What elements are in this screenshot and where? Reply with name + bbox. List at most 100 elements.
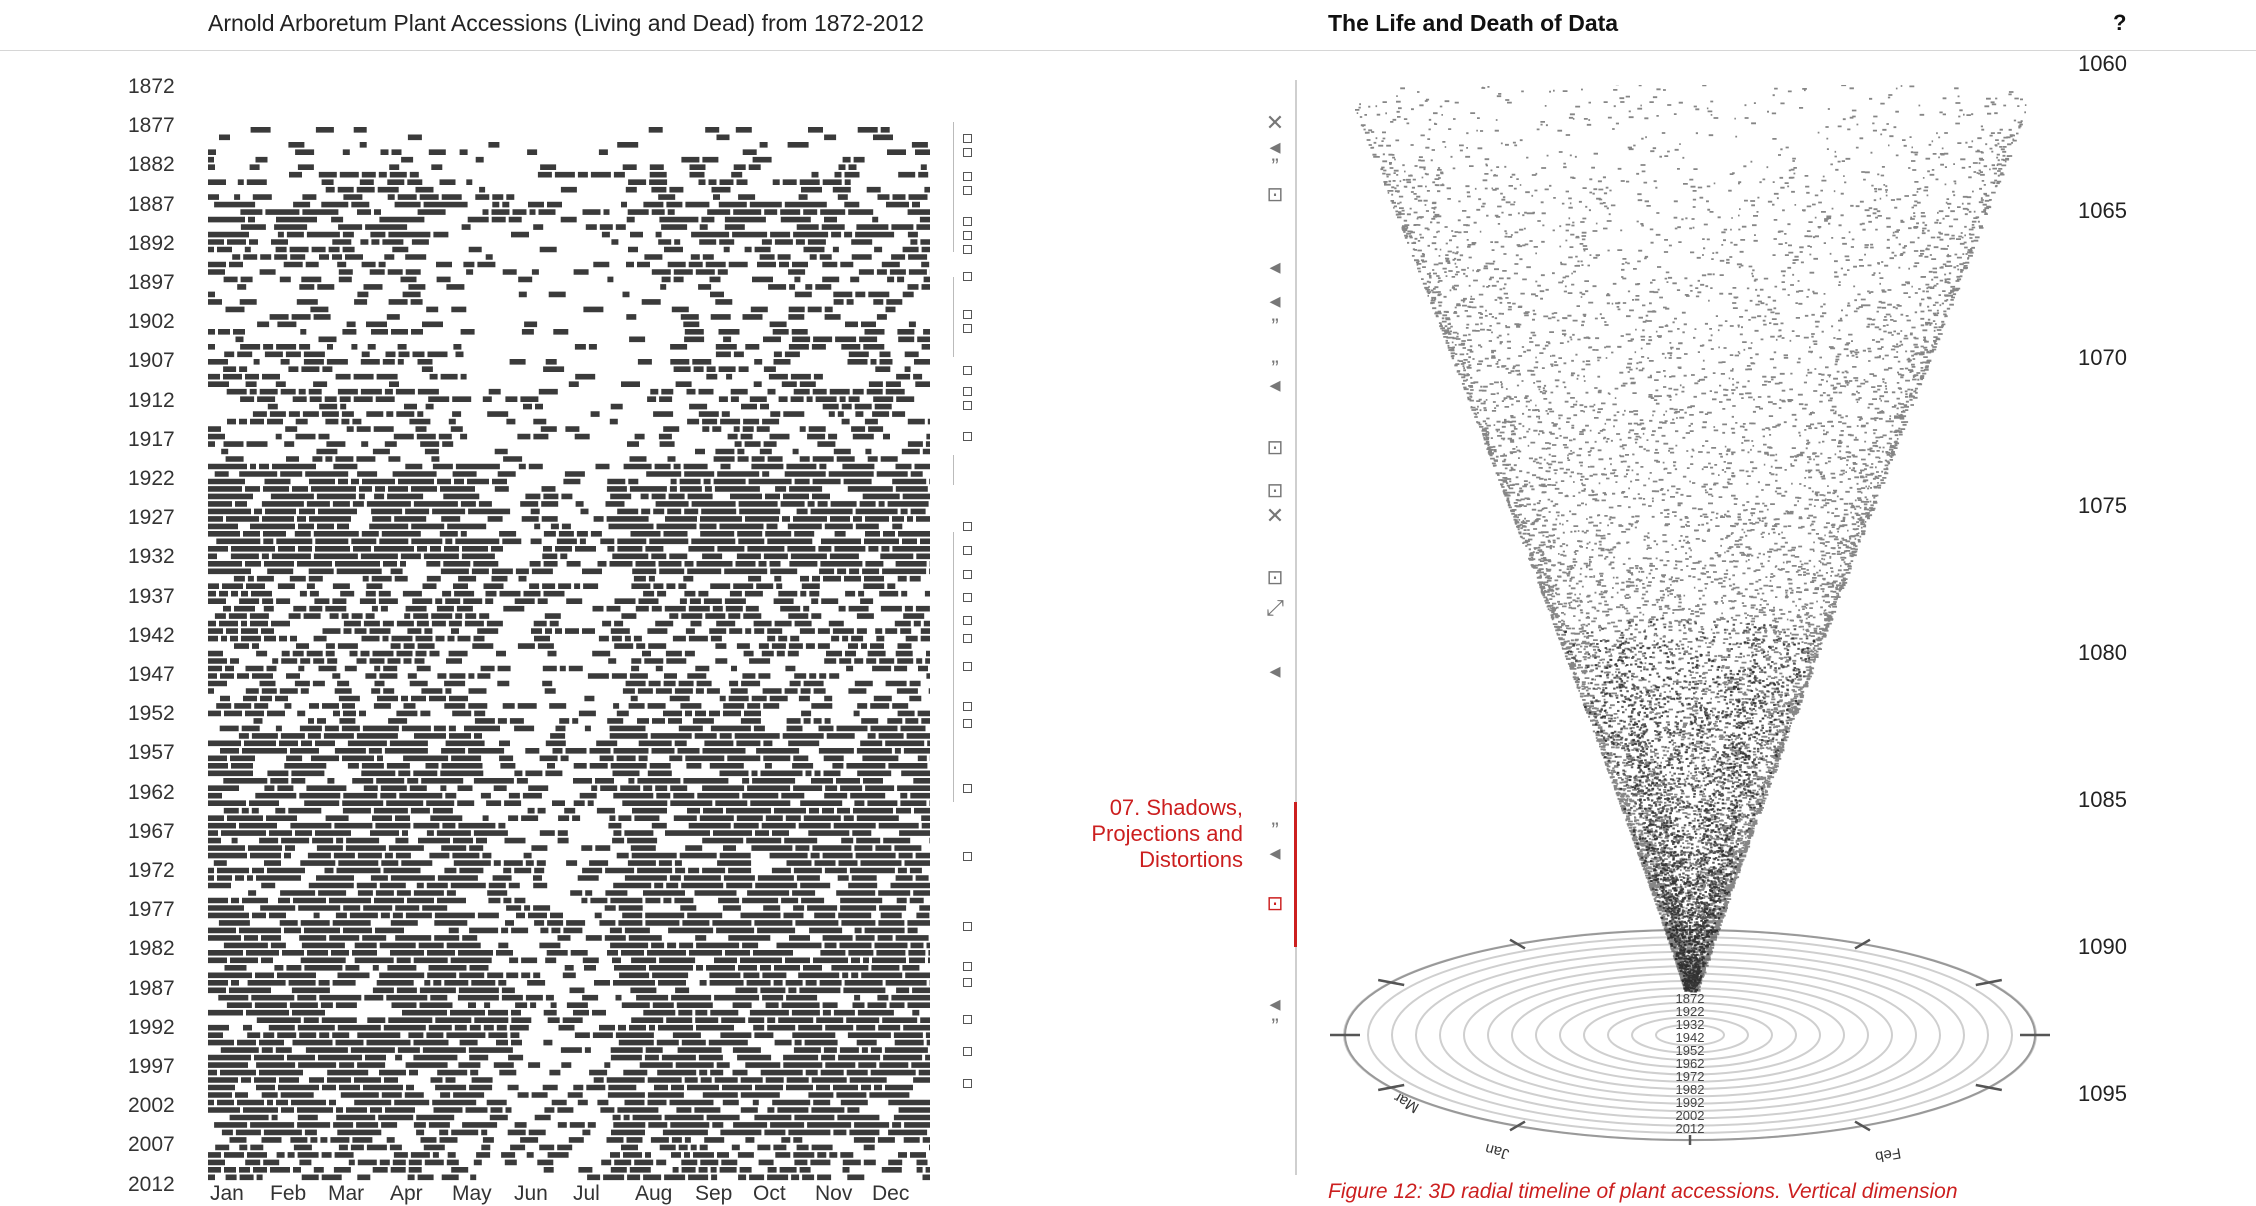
back-icon[interactable]: ◂: [1269, 372, 1281, 397]
annotation-marker[interactable]: [963, 387, 972, 396]
month-label: Jan: [210, 1182, 244, 1205]
back-icon[interactable]: ◂: [1269, 840, 1281, 865]
radial-ring: [1559, 994, 1821, 1076]
quote-icon[interactable]: ”: [1271, 154, 1279, 179]
annotation-marker[interactable]: [963, 593, 972, 602]
annotation-marker[interactable]: [963, 245, 972, 254]
page-number: 1070: [2078, 345, 2127, 371]
annotation-marker[interactable]: [963, 702, 972, 711]
annotation-marker[interactable]: [963, 662, 972, 671]
year-label: 1952: [128, 702, 175, 726]
annotation-marker[interactable]: [963, 134, 972, 143]
accession-points: [1355, 85, 2027, 993]
annotation-marker[interactable]: [963, 231, 972, 240]
back-icon[interactable]: ◂: [1269, 134, 1281, 159]
year-label: 1937: [128, 584, 175, 608]
annotation-marker[interactable]: [963, 217, 972, 226]
figure-year-label: 1942: [1676, 1030, 1705, 1045]
image-icon[interactable]: ⊡: [1266, 184, 1284, 206]
figure-year-labels: 1872192219321942195219621972198219922002…: [1676, 991, 1705, 1136]
narrative-rail: [1295, 80, 1297, 1175]
figure-year-label: 1952: [1676, 1043, 1705, 1058]
year-label: 1887: [128, 192, 175, 216]
quote-icon[interactable]: ”: [1271, 356, 1279, 381]
image-icon[interactable]: ⊡: [1266, 437, 1284, 459]
annotation-marker[interactable]: [963, 522, 972, 531]
annotation-marker[interactable]: [963, 978, 972, 987]
radial-ring: [1655, 1023, 1725, 1047]
accession-marks: [208, 127, 930, 1181]
year-label: 1877: [128, 114, 175, 138]
year-label: 2007: [128, 1133, 175, 1157]
narrative-rail-active: [1294, 802, 1297, 947]
image-icon[interactable]: ⊡: [1266, 567, 1284, 589]
section-label[interactable]: 07. Shadows, Projections and Distortions: [1091, 795, 1243, 872]
year-label: 1982: [128, 937, 175, 961]
year-label: 1972: [128, 859, 175, 882]
quote-icon[interactable]: ”: [1271, 314, 1279, 339]
annotation-marker[interactable]: [963, 401, 972, 410]
annotation-marker[interactable]: [963, 546, 972, 555]
year-label: 1977: [128, 898, 175, 922]
page-number: 1095: [2078, 1081, 2127, 1107]
page-title: The Life and Death of Data: [1328, 10, 1619, 36]
annotation-marker[interactable]: [963, 852, 972, 861]
year-label: 1932: [128, 545, 175, 569]
annotation-marker[interactable]: [963, 784, 972, 793]
year-label: 1897: [128, 271, 175, 294]
year-label: 1902: [128, 310, 175, 334]
month-label: Mar: [328, 1182, 365, 1205]
annotation-marker[interactable]: [963, 366, 972, 375]
year-label: 1962: [128, 780, 175, 804]
figure-month-label: Jan: [1483, 1140, 1511, 1163]
annotation-marker[interactable]: [963, 186, 972, 195]
month-label: Dec: [872, 1182, 910, 1205]
year-label: 1957: [128, 741, 175, 765]
image-icon[interactable]: ⊡: [1266, 480, 1284, 502]
radial-ring: [1607, 1009, 1773, 1061]
page-number: 1075: [2078, 492, 2127, 518]
year-label: 1872: [128, 75, 175, 98]
help-button[interactable]: ?: [2113, 10, 2127, 35]
figure-year-label: 2002: [1676, 1108, 1705, 1123]
close-icon[interactable]: ✕: [1265, 503, 1285, 528]
resize-icon[interactable]: ⤢: [1266, 595, 1284, 620]
annotation-marker[interactable]: [963, 310, 972, 319]
annotation-marker[interactable]: [963, 1079, 972, 1088]
marker-divider: [953, 532, 954, 802]
annotation-marker[interactable]: [963, 570, 972, 579]
annotation-marker[interactable]: [963, 1047, 972, 1056]
month-tick: [1509, 938, 1526, 950]
annotation-marker[interactable]: [963, 962, 972, 971]
page-number: 1060: [2078, 51, 2127, 76]
annotation-marker[interactable]: [963, 922, 972, 931]
note-icon[interactable]: ◂: [1269, 254, 1281, 279]
month-label: Oct: [753, 1182, 786, 1205]
year-label: 1892: [128, 231, 175, 255]
quote-icon[interactable]: ”: [1271, 1014, 1279, 1039]
annotation-marker[interactable]: [963, 616, 972, 625]
month-ticks: [1330, 925, 2050, 1145]
annotation-marker[interactable]: [963, 432, 972, 441]
image-icon[interactable]: ⊡: [1266, 893, 1284, 915]
close-icon[interactable]: ✕: [1265, 110, 1285, 135]
marker-divider: [953, 277, 954, 357]
quote-icon[interactable]: ”: [1271, 818, 1279, 843]
annotation-marker[interactable]: [963, 324, 972, 333]
annotation-marker[interactable]: [963, 1015, 972, 1024]
month-tick: [1377, 978, 1405, 987]
month-label: Nov: [815, 1182, 853, 1205]
back-icon[interactable]: ◂: [1269, 288, 1281, 313]
year-label: 1967: [128, 819, 175, 843]
year-label: 1927: [128, 506, 175, 530]
month-label: Sep: [695, 1182, 733, 1205]
note-icon[interactable]: ◂: [1269, 658, 1281, 683]
annotation-marker[interactable]: [963, 634, 972, 643]
annotation-marker[interactable]: [963, 172, 972, 181]
figure-year-label: 1872: [1676, 991, 1705, 1006]
annotation-marker[interactable]: [963, 719, 972, 728]
annotation-marker[interactable]: [963, 148, 972, 157]
back-icon[interactable]: ◂: [1269, 991, 1281, 1016]
annotation-marker[interactable]: [963, 272, 972, 281]
year-label: 1992: [128, 1015, 175, 1039]
